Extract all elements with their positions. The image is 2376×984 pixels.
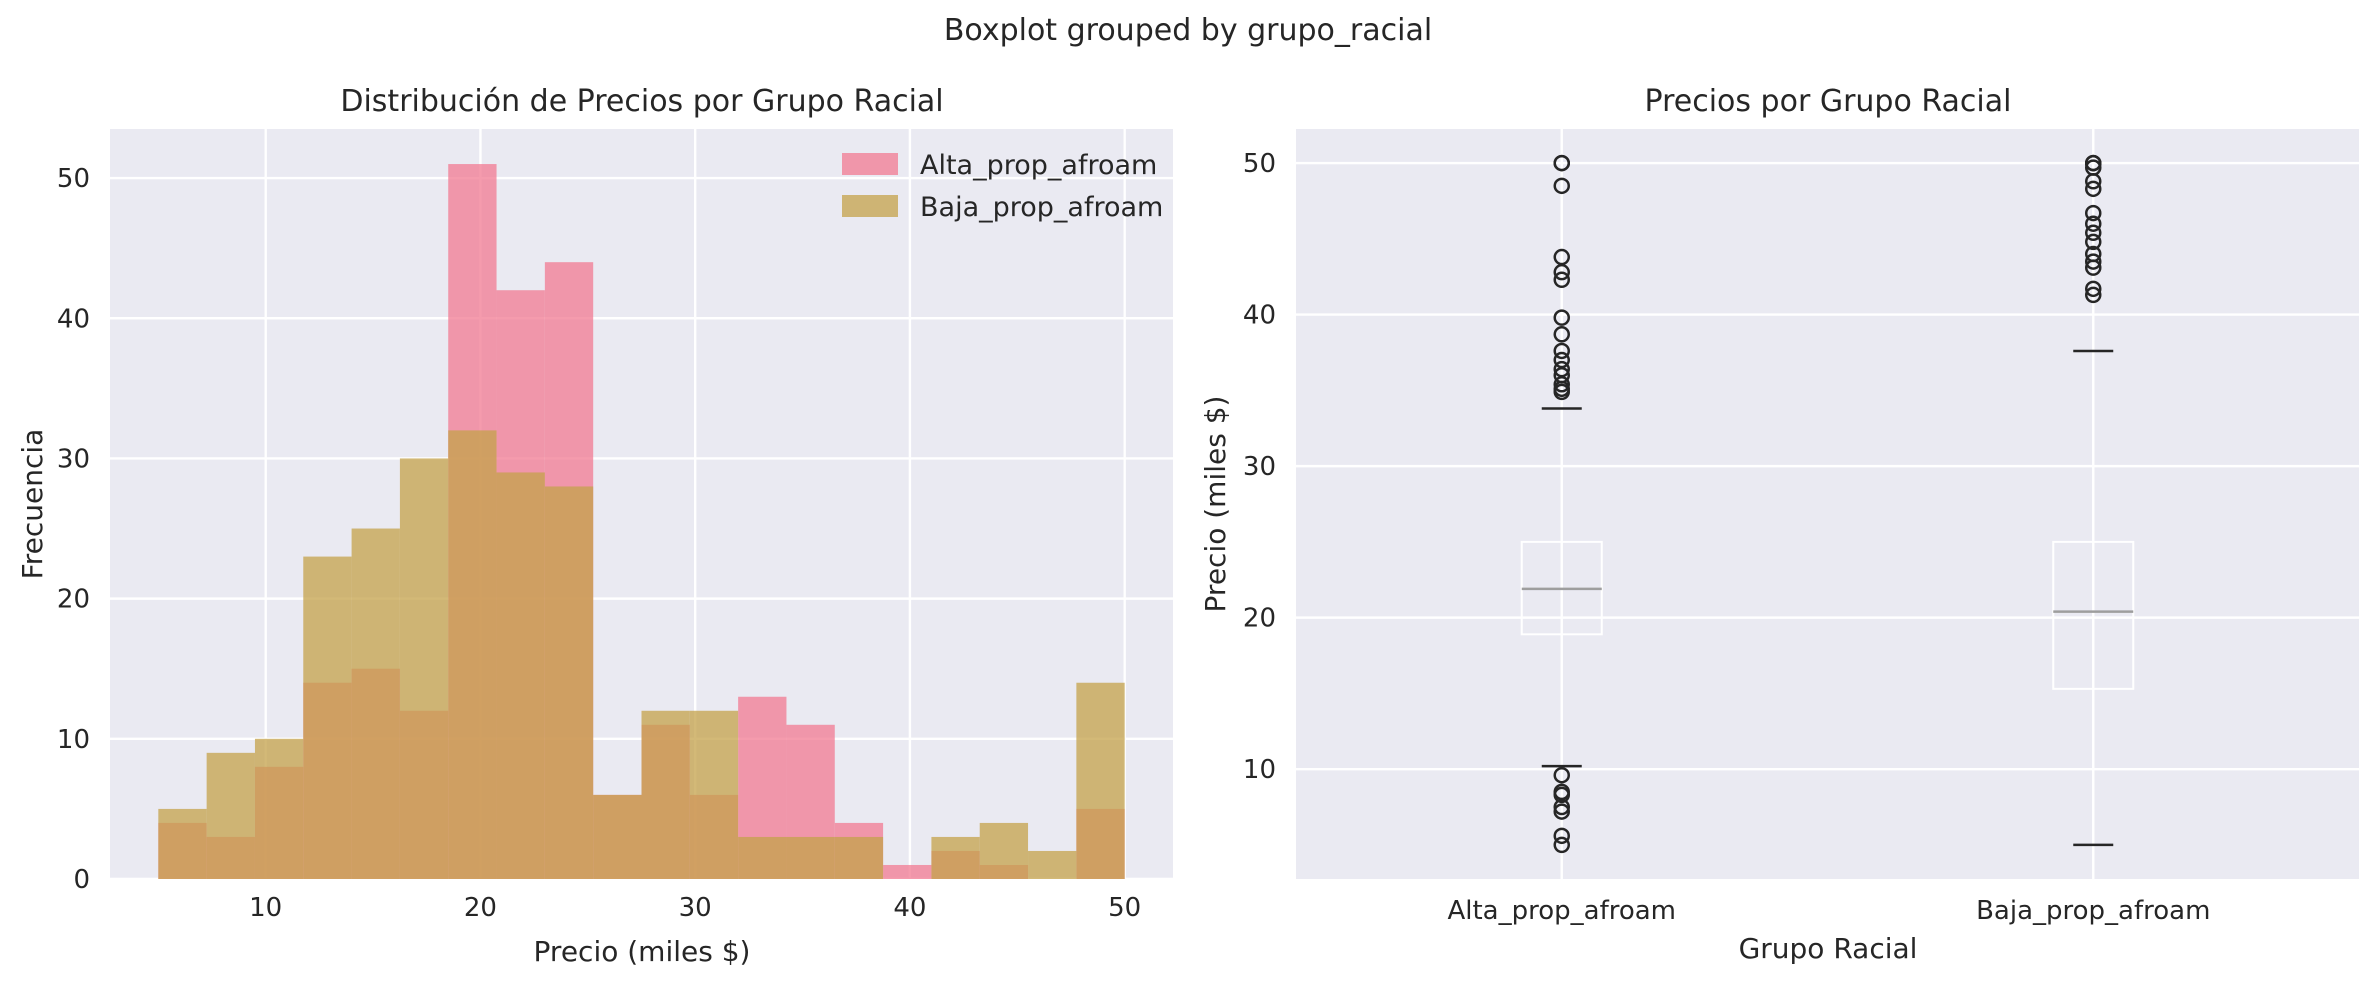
histogram-bar — [399, 458, 449, 879]
box-outlier — [1553, 154, 1570, 172]
boxplot-x-axis-label: Grupo Racial — [1739, 932, 1918, 965]
histogram-title: Distribución de Precios por Grupo Racial — [340, 84, 943, 119]
histogram-bar — [689, 710, 739, 879]
histogram-bar — [641, 710, 690, 879]
box-outlier — [2085, 180, 2102, 198]
box-outlier — [1553, 383, 1570, 401]
boxplot-y-tick-label: 10 — [1243, 755, 1276, 785]
histogram-x-ticks: 10 20 30 40 50 — [249, 893, 1141, 923]
histogram-bar — [303, 556, 352, 879]
boxplot-panel: Precios por Grupo Racial Alta_prop_afroa… — [1199, 84, 2359, 965]
box-outlier — [2085, 154, 2102, 172]
legend-label-baja: Baja_prop_afroam — [920, 192, 1163, 223]
box-outlier — [2085, 280, 2102, 298]
histogram-bar — [351, 528, 400, 879]
histogram-bar — [448, 430, 497, 879]
histogram-x-tick-label: 40 — [893, 893, 926, 923]
histogram-bar — [931, 836, 980, 879]
boxplot-y-tick-label: 30 — [1243, 452, 1276, 482]
boxplot-y-tick-label: 20 — [1243, 604, 1276, 634]
histogram-bar — [834, 836, 884, 879]
histogram-bar — [883, 864, 932, 879]
histogram-bar — [158, 808, 207, 879]
histogram-bar — [593, 794, 642, 879]
box-outlier — [1553, 786, 1570, 804]
box-outlier — [1553, 342, 1570, 360]
histogram-y-tick-label: 10 — [57, 725, 90, 755]
histogram-y-tick-label: 30 — [57, 444, 90, 474]
boxplot-x-ticks: Alta_prop_afroam Baja_prop_afroam — [1447, 896, 2210, 926]
histogram-bar — [206, 752, 255, 879]
histogram-bar — [786, 836, 835, 879]
box-iqr — [2052, 540, 2135, 690]
box-outlier — [1553, 177, 1570, 195]
box-outlier — [1553, 271, 1570, 289]
histogram-series-baja — [158, 430, 1125, 879]
histogram-x-tick-label: 30 — [679, 893, 712, 923]
histogram-y-ticks: 0 10 20 30 40 50 — [57, 164, 90, 895]
histogram-bar — [544, 486, 594, 879]
histogram-y-tick-label: 40 — [57, 304, 90, 334]
box-outlier — [1553, 326, 1570, 343]
histogram-x-tick-label: 10 — [249, 893, 282, 923]
box-outlier — [2085, 224, 2102, 242]
histogram-y-tick-label: 50 — [57, 164, 90, 194]
figure-suptitle: Boxplot grouped by grupo_racial — [944, 13, 1432, 48]
histogram-bar — [738, 836, 787, 879]
histogram-bar — [1028, 850, 1077, 879]
histogram-x-axis-label: Precio (miles $) — [534, 935, 751, 968]
histogram-bars — [158, 164, 1125, 879]
histogram-legend: Alta_prop_afroam Baja_prop_afroam — [842, 150, 1163, 223]
boxplot-y-ticks: 10 20 30 40 50 — [1243, 149, 1276, 785]
histogram-bar — [979, 822, 1029, 879]
boxplot-x-tick-label: Alta_prop_afroam — [1447, 896, 1676, 926]
boxplot-boxes — [1520, 154, 2135, 854]
box-outlier — [1553, 263, 1570, 281]
box-outlier — [2085, 204, 2102, 222]
legend-label-alta: Alta_prop_afroam — [920, 150, 1157, 181]
box-outlier — [2085, 286, 2102, 304]
histogram-x-tick-label: 20 — [464, 893, 497, 923]
box-outlier — [1553, 836, 1570, 854]
box-alta — [1520, 154, 1603, 854]
legend-swatch-alta — [842, 153, 898, 175]
histogram-y-axis-label: Frecuencia — [16, 429, 49, 580]
box-outlier — [1553, 798, 1570, 816]
boxplot-y-axis-label: Precio (miles $) — [1199, 396, 1232, 613]
box-outlier — [1553, 376, 1570, 393]
histogram-x-tick-label: 50 — [1108, 893, 1141, 923]
box-outlier — [2085, 259, 2102, 276]
box-outlier — [1553, 803, 1570, 820]
box-outlier — [2085, 233, 2102, 251]
histogram-bar — [496, 472, 545, 879]
boxplot-y-tick-label: 40 — [1243, 301, 1276, 331]
boxplot-x-tick-label: Baja_prop_afroam — [1976, 896, 2210, 926]
box-baja — [2052, 154, 2135, 847]
box-outlier — [1553, 827, 1570, 845]
box-outlier — [1553, 309, 1570, 326]
histogram-y-tick-label: 20 — [57, 585, 90, 615]
box-outlier — [2085, 253, 2102, 270]
boxplot-title: Precios por Grupo Racial — [1645, 84, 2012, 119]
box-outlier — [1553, 766, 1570, 784]
histogram-panel: Distribución de Precios por Grupo Racial… — [16, 84, 1173, 968]
boxplot-gridlines — [1296, 129, 2359, 879]
legend-swatch-baja — [842, 195, 898, 217]
box-outlier — [2085, 215, 2102, 232]
boxplot-y-tick-label: 50 — [1243, 149, 1276, 179]
histogram-y-tick-label: 0 — [73, 865, 90, 895]
histogram-bar — [254, 738, 304, 879]
box-outlier — [2085, 173, 2102, 190]
histogram-bar — [1076, 682, 1125, 879]
boxplot-plot-area — [1296, 129, 2359, 879]
